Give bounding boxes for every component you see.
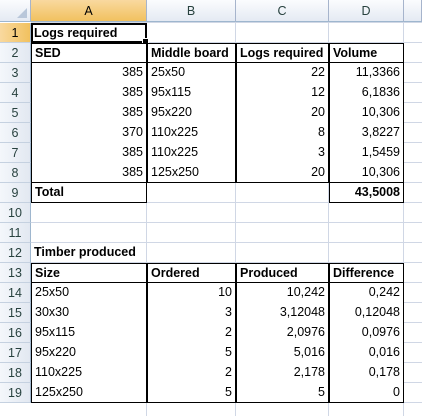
column-header-a[interactable]: A (31, 0, 147, 22)
timber-title-cell[interactable]: Timber produced (34, 245, 136, 259)
row-header-16[interactable]: 16 (0, 323, 31, 343)
table-cell[interactable]: 0,12048 (329, 303, 404, 323)
row-header-9[interactable]: 9 (0, 183, 31, 203)
row-header-11[interactable]: 11 (0, 223, 31, 243)
column-header-cell[interactable]: Difference (329, 263, 404, 283)
table-cell[interactable]: 3 (236, 143, 329, 163)
table-cell[interactable]: 2,0976 (236, 323, 329, 343)
table-cell[interactable]: 5 (236, 383, 329, 403)
table-cell[interactable]: 10,306 (329, 103, 404, 123)
logs-title-cell[interactable]: Logs required (31, 23, 147, 43)
row-header-3[interactable]: 3 (0, 63, 31, 83)
row-gridline (31, 242, 422, 243)
table-cell[interactable]: 5 (147, 383, 236, 403)
table-cell[interactable]: 95x115 (147, 83, 236, 103)
row-header-2[interactable]: 2 (0, 43, 31, 63)
table-cell[interactable]: 8 (236, 123, 329, 143)
row-header-18[interactable]: 18 (0, 363, 31, 383)
row-gridline (31, 262, 422, 263)
column-header-cell[interactable]: Logs required (236, 43, 329, 63)
table-cell[interactable]: 0,242 (329, 283, 404, 303)
table-cell[interactable]: 5,016 (236, 343, 329, 363)
table-cell[interactable]: 0,016 (329, 343, 404, 363)
row-gridline (31, 222, 422, 223)
row-header-12[interactable]: 12 (0, 243, 31, 263)
table-cell[interactable]: 0 (329, 383, 404, 403)
column-gridline (235, 22, 236, 416)
table-cell[interactable]: 0,178 (329, 363, 404, 383)
column-header-d[interactable]: D (329, 0, 404, 22)
row-header-4[interactable]: 4 (0, 83, 31, 103)
column-header-cell[interactable]: SED (31, 43, 147, 63)
column-gridline (403, 22, 404, 416)
column-header-b[interactable]: B (147, 0, 236, 22)
table-cell[interactable]: 385 (31, 63, 147, 83)
table-cell[interactable]: 385 (31, 143, 147, 163)
column-header-cell[interactable]: Middle board (147, 43, 236, 63)
table-cell[interactable]: 25x50 (147, 63, 236, 83)
row-header-6[interactable]: 6 (0, 123, 31, 143)
row-header-14[interactable]: 14 (0, 283, 31, 303)
column-header-blank (404, 0, 422, 22)
table-cell[interactable]: 125x250 (31, 383, 147, 403)
column-header-cell[interactable]: Volume (329, 43, 404, 63)
column-gridline (146, 22, 147, 416)
table-cell[interactable]: 30x30 (31, 303, 147, 323)
table-cell[interactable]: 20 (236, 103, 329, 123)
row-header-8[interactable]: 8 (0, 163, 31, 183)
row-header-15[interactable]: 15 (0, 303, 31, 323)
row-header-17[interactable]: 17 (0, 343, 31, 363)
table-cell[interactable]: 25x50 (31, 283, 147, 303)
table-cell[interactable]: 10 (147, 283, 236, 303)
table-cell[interactable]: 11,3366 (329, 63, 404, 83)
table-cell[interactable]: 385 (31, 83, 147, 103)
row-header-1[interactable]: 1 (0, 23, 31, 43)
row-gridline (31, 42, 422, 43)
table-cell[interactable]: 370 (31, 123, 147, 143)
column-header-cell[interactable]: Size (31, 263, 147, 283)
row-header-7[interactable]: 7 (0, 143, 31, 163)
table-cell[interactable]: 10,242 (236, 283, 329, 303)
table-cell[interactable]: 110x225 (147, 143, 236, 163)
table-cell[interactable]: 22 (236, 63, 329, 83)
table-cell[interactable]: 3,12048 (236, 303, 329, 323)
table-cell[interactable]: 12 (236, 83, 329, 103)
table-cell[interactable]: 125x250 (147, 163, 236, 183)
table-cell[interactable]: 1,5459 (329, 143, 404, 163)
table-cell[interactable]: 110x225 (31, 363, 147, 383)
table-cell[interactable]: 3,8227 (329, 123, 404, 143)
row-gridline (31, 22, 422, 23)
row-header-10[interactable]: 10 (0, 203, 31, 223)
table-cell[interactable]: 6,1836 (329, 83, 404, 103)
table-cell[interactable]: 2 (147, 323, 236, 343)
table-cell[interactable]: 110x225 (147, 123, 236, 143)
table-cell[interactable]: 95x220 (31, 343, 147, 363)
column-gridline (328, 22, 329, 416)
select-all-button[interactable] (0, 0, 31, 22)
table-cell[interactable]: 95x220 (147, 103, 236, 123)
column-header-c[interactable]: C (236, 0, 329, 22)
row-header-5[interactable]: 5 (0, 103, 31, 123)
table-cell[interactable]: 5 (147, 343, 236, 363)
column-header-cell[interactable]: Ordered (147, 263, 236, 283)
table-cell[interactable]: 385 (31, 163, 147, 183)
table-cell[interactable]: 10,306 (329, 163, 404, 183)
table-cell[interactable]: 2,178 (236, 363, 329, 383)
row-header-19[interactable]: 19 (0, 383, 31, 403)
row-header-13[interactable]: 13 (0, 263, 31, 283)
total-value-cell[interactable]: 43,5008 (329, 183, 404, 203)
total-label-cell[interactable]: Total (31, 183, 147, 203)
table-cell[interactable]: 20 (236, 163, 329, 183)
column-header-cell[interactable]: Produced (236, 263, 329, 283)
table-cell[interactable]: 0,0976 (329, 323, 404, 343)
table-cell[interactable]: 385 (31, 103, 147, 123)
row-gridline (31, 202, 422, 203)
table-cell[interactable]: 3 (147, 303, 236, 323)
table-cell[interactable]: 2 (147, 363, 236, 383)
table-cell[interactable]: 95x115 (31, 323, 147, 343)
